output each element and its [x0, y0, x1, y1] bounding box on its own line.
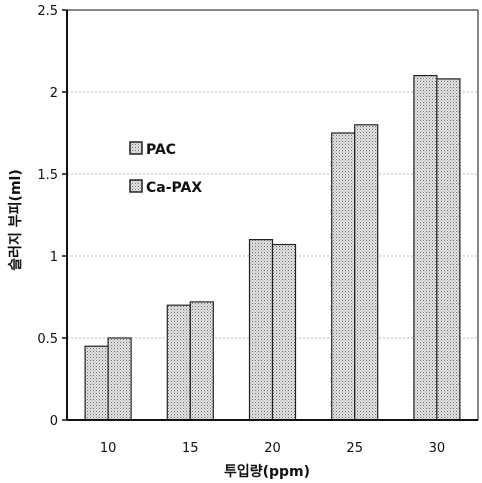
y-tick-label: 1: [50, 250, 58, 265]
x-tick-label: 20: [264, 441, 281, 456]
y-tick-label: 0: [50, 414, 58, 429]
bar-pac-25: [331, 132, 356, 421]
legend-label-ca-pax: Ca-PAX: [146, 180, 202, 196]
bar-ca-pax-25: [354, 124, 379, 421]
tick-labels: 0 0.5 1 1.5 2 2.5 10 15 20 25 30: [37, 4, 445, 456]
y-tick-label: 2.5: [37, 4, 58, 19]
x-tick-label: 15: [182, 441, 199, 456]
y-tick-label: 0.5: [37, 332, 58, 347]
bar-ca-pax-15: [189, 301, 214, 421]
y-tick-label: 1.5: [37, 168, 58, 183]
bar-pac-10: [84, 345, 109, 421]
y-tick-label: 2: [50, 86, 58, 101]
x-tick-label: 10: [100, 441, 117, 456]
bar-pac-20: [248, 239, 274, 421]
x-tick-label: 25: [346, 441, 363, 456]
x-tick-label: 30: [429, 441, 446, 456]
bar-ca-pax-10: [107, 337, 132, 421]
legend-swatch-ca-pax: [129, 179, 143, 193]
bar-pac-15: [166, 304, 191, 421]
bar-ca-pax-30: [436, 78, 461, 421]
legend-swatch-pac: [129, 141, 143, 155]
x-axis-label: 투입량(ppm): [224, 464, 310, 480]
bar-pac-30: [413, 74, 438, 421]
legend: PAC Ca-PAX: [129, 141, 202, 196]
bars: [84, 74, 461, 421]
axes: [62, 9, 479, 421]
y-axis-label: 슬러지 부피(ml): [8, 169, 24, 270]
legend-label-pac: PAC: [146, 142, 176, 158]
bar-ca-pax-20: [271, 243, 297, 421]
